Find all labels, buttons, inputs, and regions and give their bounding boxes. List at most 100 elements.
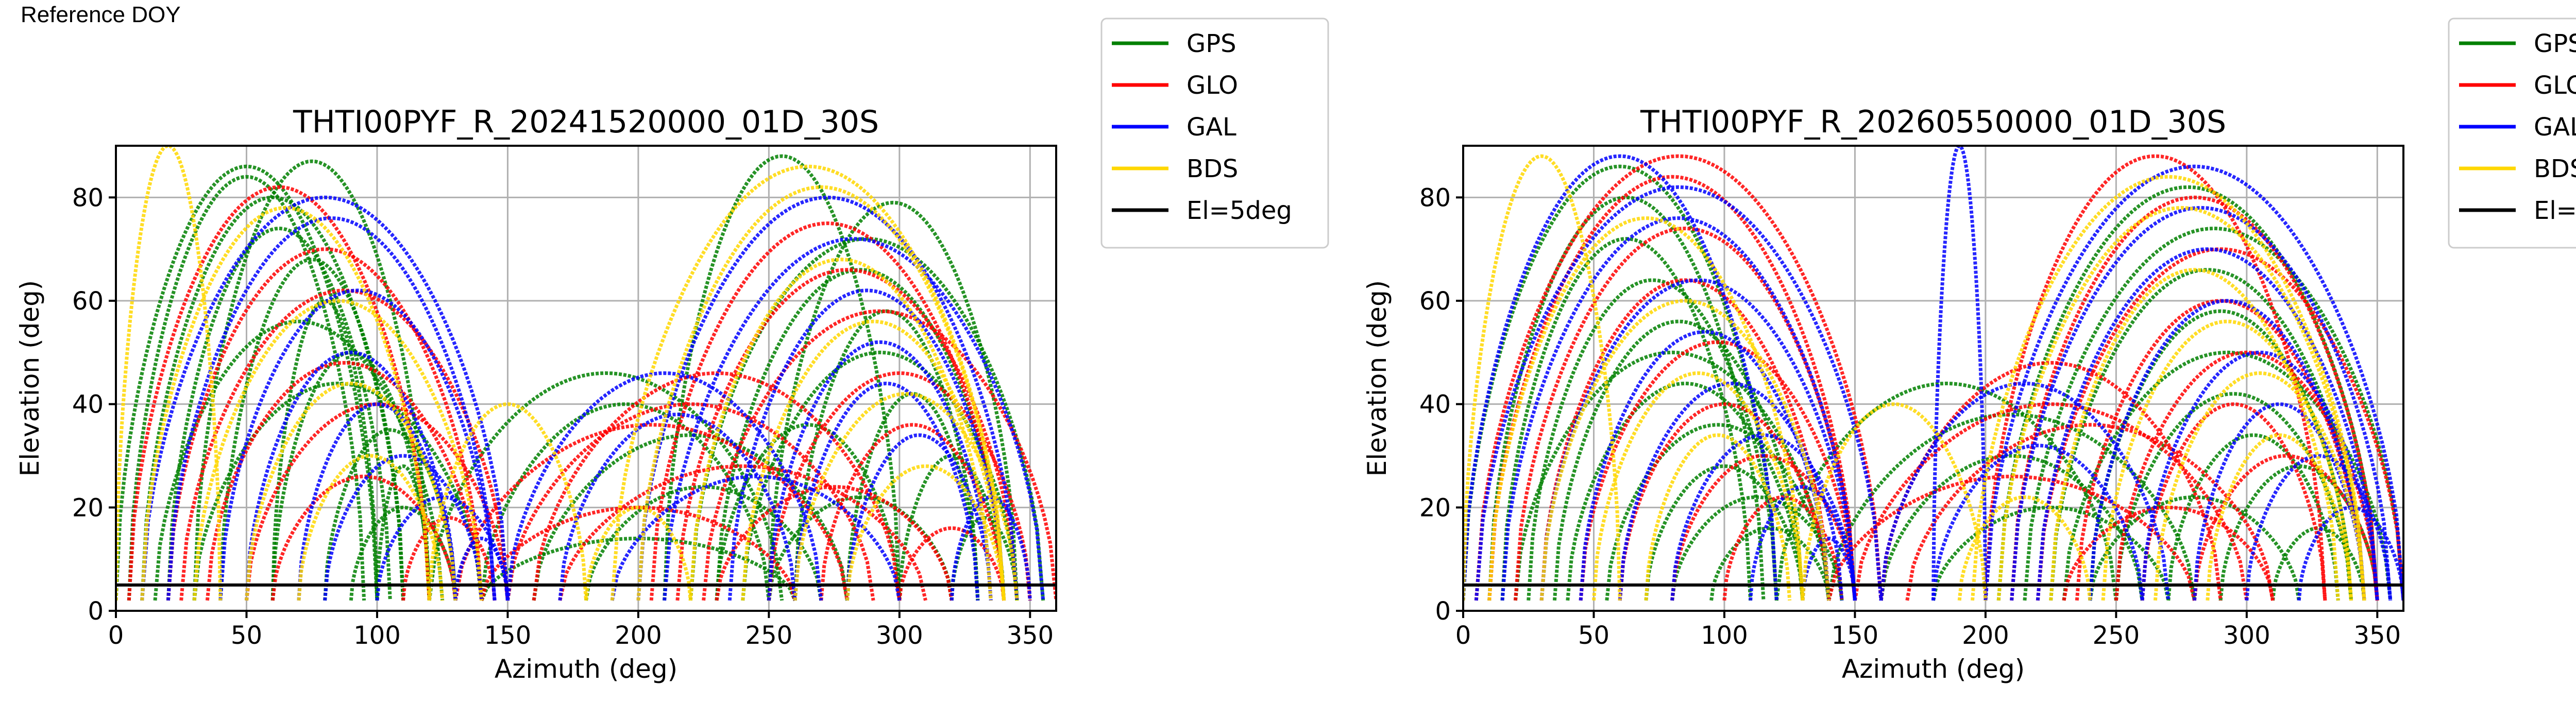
x-tick-label: 100 (1701, 621, 1748, 650)
track-gal (505, 371, 823, 601)
track-bds (584, 505, 692, 601)
track-gps (793, 309, 980, 601)
x-axis-label-left: Azimuth (deg) (495, 654, 677, 684)
track-glo (649, 221, 1006, 601)
x-tick-label: 350 (2353, 621, 2401, 650)
y-tick-label: 40 (1419, 390, 1451, 419)
x-tick-label: 200 (615, 621, 662, 650)
x-tick-label: 250 (745, 621, 793, 650)
track-gps (1709, 526, 1831, 601)
track-bds (688, 258, 993, 601)
track-gps (2271, 526, 2366, 601)
track-gps (127, 175, 366, 601)
track-gal (1931, 146, 1988, 601)
track-gps (2166, 433, 2340, 601)
track-gps (767, 495, 954, 601)
satellite-tracks-right (1463, 146, 2403, 601)
track-bds (2153, 371, 2366, 601)
track-bds (2206, 433, 2353, 601)
track-bds (427, 402, 588, 601)
plot-frame-left (115, 145, 1057, 612)
track-bds (636, 185, 1006, 601)
track-glo (1618, 402, 1831, 601)
track-glo (1670, 454, 1857, 601)
track-gal (2010, 205, 2393, 601)
track-gal (2036, 247, 2379, 601)
track-gps (688, 237, 1045, 601)
track-bds (1801, 402, 1988, 601)
track-bds (140, 205, 431, 601)
track-gal (140, 195, 510, 601)
track-gal (610, 474, 902, 601)
x-tick-label: 0 (1455, 621, 1471, 650)
track-glo (1827, 474, 2196, 601)
track-gps (116, 164, 379, 601)
track-gal (1749, 485, 1857, 601)
track-gps (323, 428, 457, 601)
track-glo (767, 371, 1032, 601)
track-bds (1592, 371, 1805, 601)
track-gps (480, 536, 797, 602)
legend-entry-label: GAL (1187, 113, 1236, 142)
x-tick-label: 100 (353, 621, 401, 650)
track-gps (1552, 319, 1805, 601)
track-glo (179, 288, 510, 601)
x-tick-label: 0 (108, 621, 124, 650)
track-gal (1579, 330, 1831, 601)
track-gal (1500, 216, 1857, 601)
track-glo (1879, 361, 2223, 601)
track-bds (245, 381, 457, 601)
track-gal (727, 288, 1006, 601)
track-bds (1539, 299, 1831, 601)
x-tick-label: 300 (2223, 621, 2270, 650)
legend-entry-label: El=5deg (1187, 196, 1292, 225)
track-gps (192, 159, 431, 601)
track-gal (1618, 381, 1844, 601)
y-tick-label: 20 (72, 493, 104, 522)
y-tick-label: 80 (72, 183, 104, 212)
track-gal (1474, 185, 1883, 601)
track-gps (1644, 464, 1805, 601)
track-bds (1971, 175, 2366, 601)
track-gal (1463, 154, 1778, 601)
legend-box (1100, 18, 1329, 249)
track-gal (663, 237, 1045, 601)
track-bds (793, 392, 1019, 601)
track-gal (1879, 381, 2171, 601)
track-gps (1513, 350, 1831, 601)
track-gps (845, 392, 980, 601)
track-glo (166, 247, 484, 601)
x-tick-label: 50 (231, 621, 262, 650)
track-gps (532, 433, 849, 601)
track-gal (453, 536, 510, 601)
track-bds (845, 464, 1006, 601)
y-tick-label: 60 (1419, 287, 1451, 316)
y-tick-label: 0 (1435, 597, 1451, 626)
y-axis-label-right: Elevation (deg) (1362, 280, 1392, 476)
track-gal (767, 340, 993, 601)
track-glo (505, 402, 875, 601)
plot-frame-right (1462, 145, 2404, 612)
satellite-tracks-left (116, 146, 1056, 602)
x-tick-label: 300 (876, 621, 923, 650)
track-gal (1931, 443, 2144, 601)
legend-entry-label: BDS (2534, 155, 2576, 183)
x-tick-label: 200 (1962, 621, 2009, 650)
track-gal (845, 433, 993, 601)
track-bds (297, 454, 445, 601)
x-tick-label: 250 (2093, 621, 2140, 650)
track-gal (1801, 536, 1857, 601)
legend-box (2448, 18, 2576, 249)
track-glo (1487, 175, 1857, 601)
track-glo (1722, 495, 1844, 601)
track-glo (453, 423, 849, 601)
track-gal (166, 216, 497, 601)
track-bds (1487, 216, 1805, 601)
track-gps (2049, 268, 2366, 601)
track-gps (349, 505, 457, 601)
track-bds (1644, 433, 1792, 601)
track-gps (1487, 195, 1766, 601)
track-bds (1463, 154, 1622, 601)
chart-right: 0 50 100 150 200 250 300 350 0 20 40 60 80 THTI00PYF… (1362, 18, 2576, 684)
